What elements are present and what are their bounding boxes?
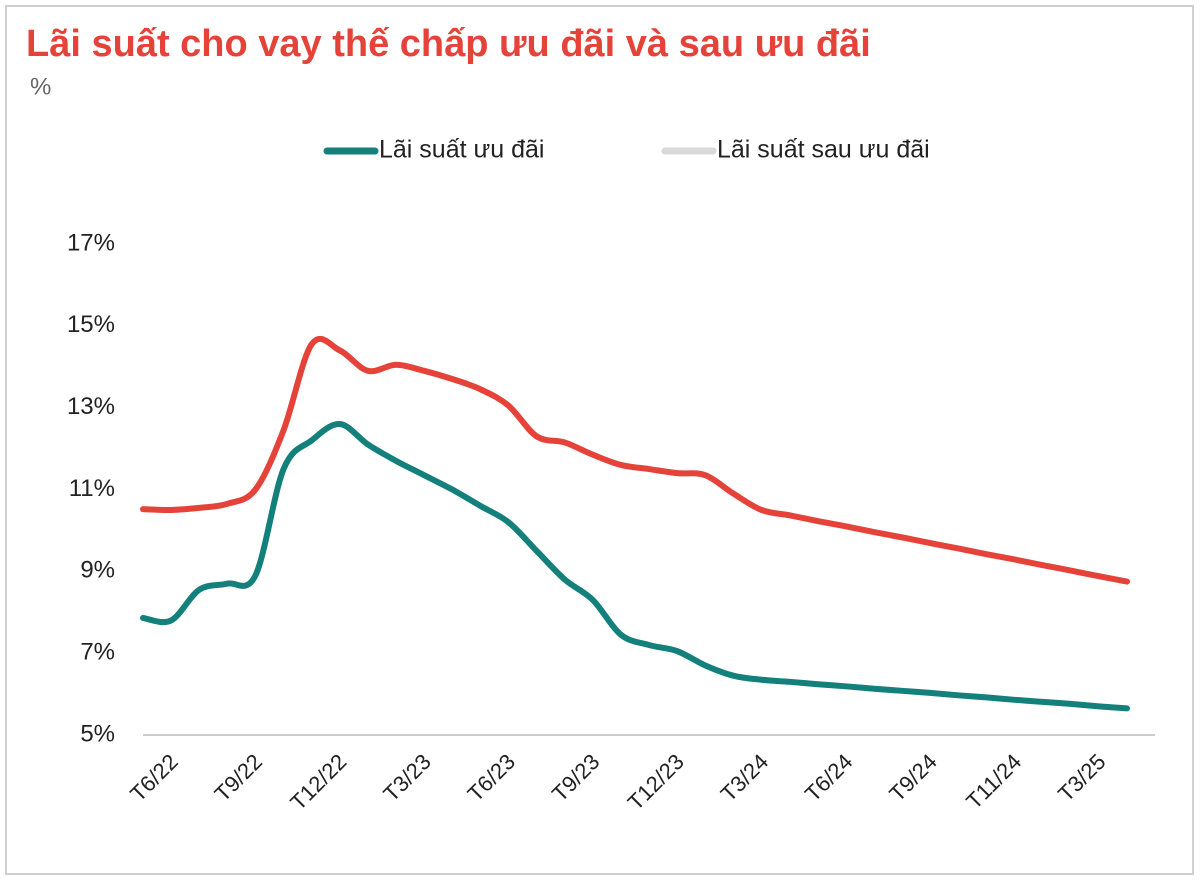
y-tick-label: 9% (80, 557, 115, 584)
legend-label: Lãi suất ưu đãi (379, 136, 544, 164)
series-line (140, 421, 1130, 712)
frame (5, 5, 1194, 875)
series-line (140, 335, 1130, 585)
y-tick-label: 5% (80, 720, 115, 747)
y-tick-label: 13% (67, 393, 115, 420)
y-tick-label: 11% (69, 475, 115, 502)
chart-title: Lãi suất cho vay thế chấp ưu đãi và sau … (26, 23, 871, 65)
y-tick-label: 17% (67, 229, 115, 256)
chart-subtitle: % (30, 73, 51, 100)
y-tick-label: 15% (67, 311, 115, 338)
y-tick-label: 7% (80, 639, 115, 666)
legend-label: Lãi suất sau ưu đãi (717, 136, 930, 164)
